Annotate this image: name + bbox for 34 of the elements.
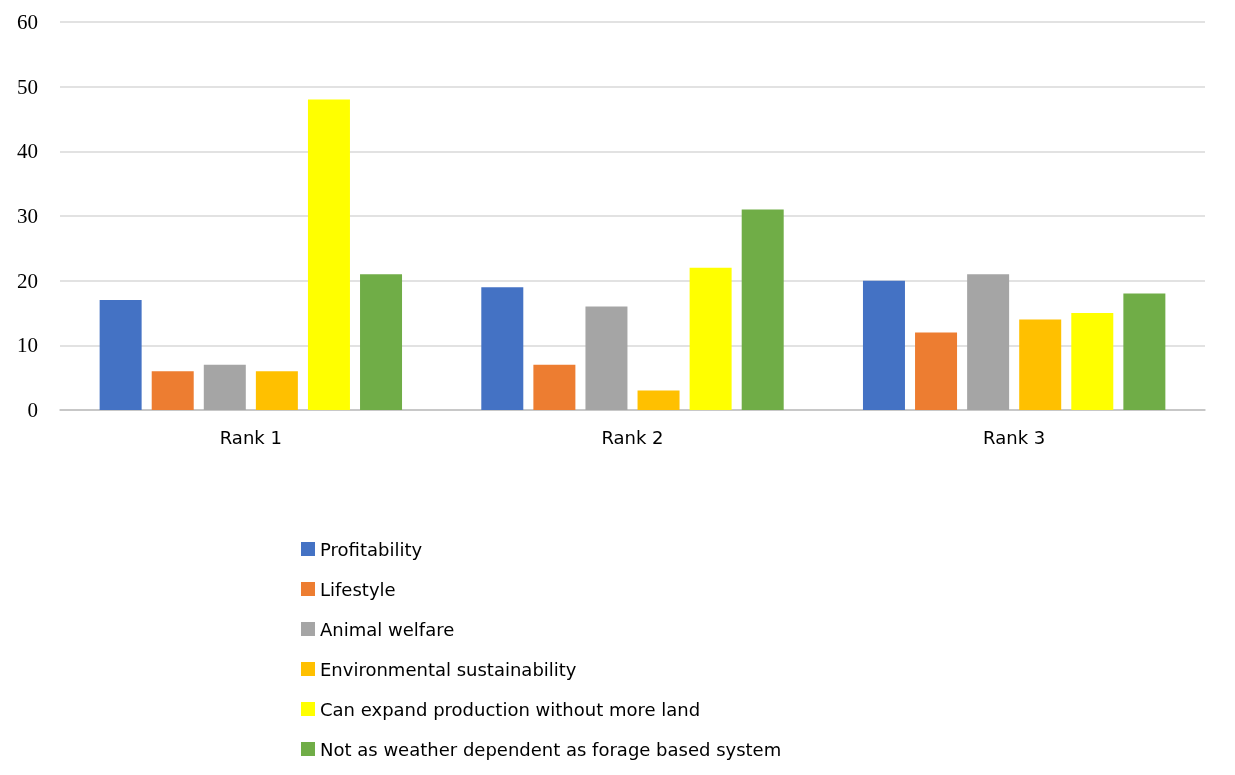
bar	[741, 209, 784, 410]
bar	[967, 274, 1010, 410]
bar	[255, 371, 298, 410]
legend-label: Environmental sustainability	[320, 658, 577, 680]
y-tick-label: 50	[17, 74, 38, 99]
x-tick-label: Rank 2	[601, 426, 664, 448]
bar	[862, 280, 905, 410]
x-tick-label: Rank 1	[219, 426, 282, 448]
y-tick-label: 10	[17, 333, 38, 358]
bar	[99, 300, 142, 410]
bar	[585, 306, 628, 410]
y-tick-label: 60	[17, 10, 38, 34]
y-tick-label: 0	[27, 398, 38, 422]
legend-label: Lifestyle	[320, 578, 396, 600]
bar	[151, 371, 194, 410]
bar	[533, 364, 576, 410]
legend-label: Can expand production without more land	[320, 698, 701, 720]
bar	[915, 332, 958, 410]
bar	[637, 390, 680, 410]
legend-label: Not as weather dependent as forage based system	[320, 738, 782, 760]
bar	[360, 274, 403, 410]
legend-label: Profitability	[320, 538, 423, 560]
y-tick-label: 30	[17, 204, 38, 228]
bar	[689, 267, 732, 410]
bar	[1019, 319, 1062, 410]
bar	[307, 99, 350, 410]
x-tick-label: Rank 3	[983, 426, 1046, 448]
y-tick-label: 40	[17, 139, 38, 164]
bar	[203, 364, 246, 410]
y-tick-label: 20	[17, 268, 38, 293]
legend-label: Animal welfare	[320, 618, 455, 640]
bar	[1123, 293, 1166, 410]
bar	[1071, 313, 1114, 410]
bar	[481, 287, 524, 410]
